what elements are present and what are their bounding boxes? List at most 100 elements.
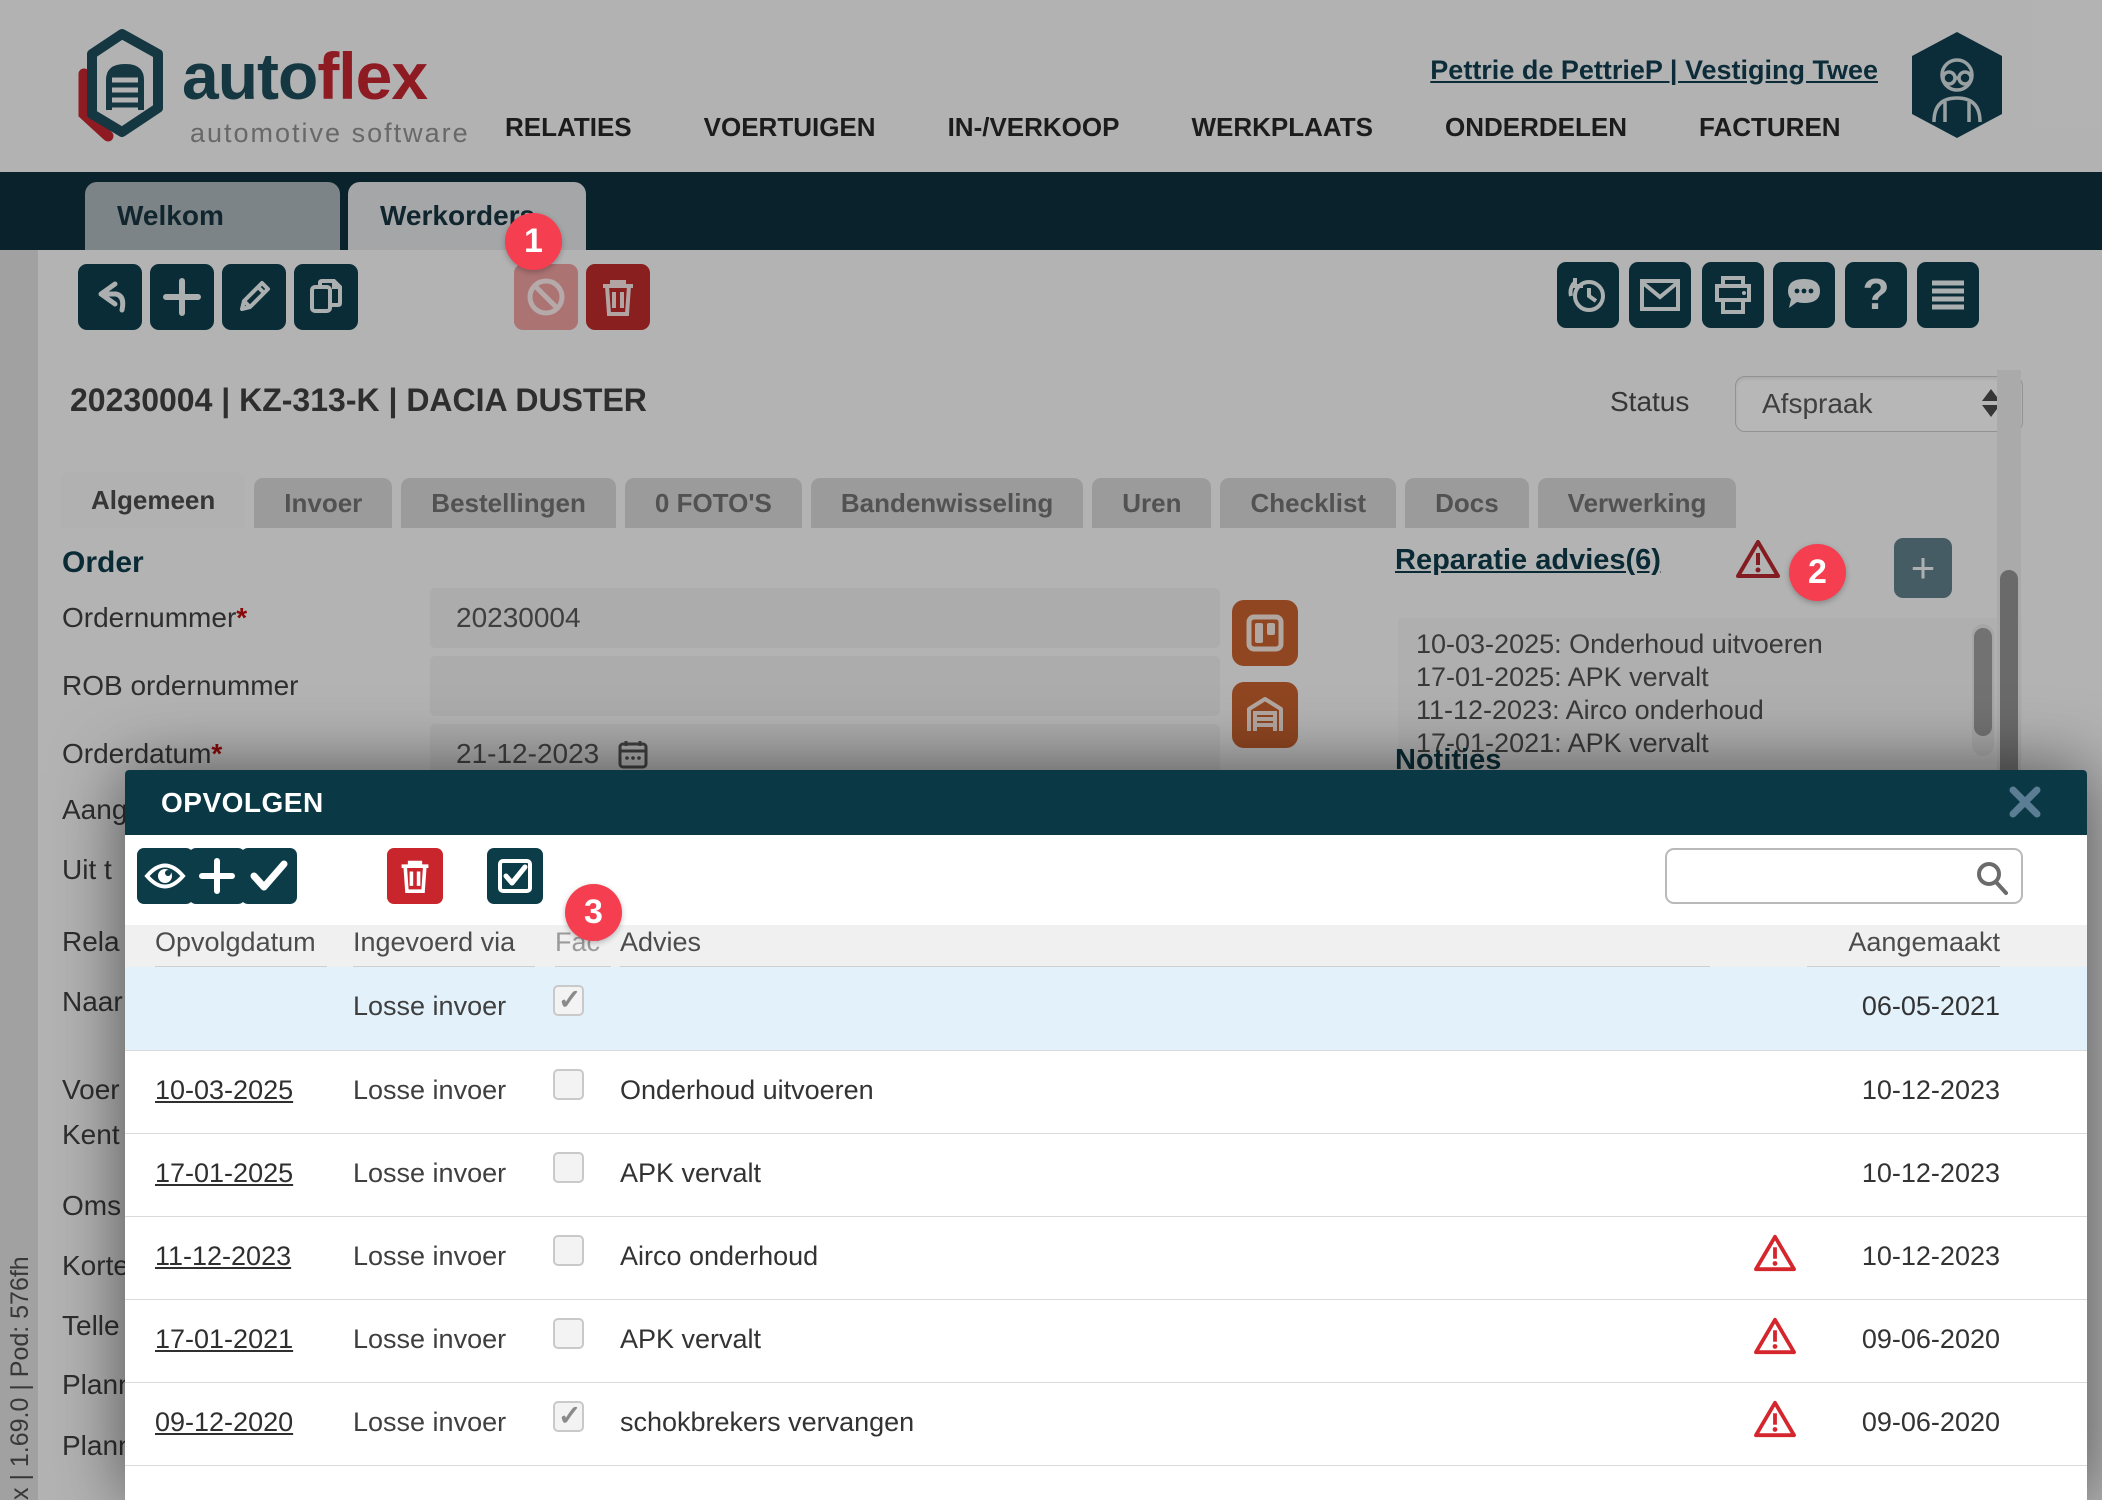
field-label-fragment: Uit t — [62, 854, 112, 885]
tab-welkom[interactable]: Welkom — [85, 182, 340, 250]
add-opvolging-button[interactable] — [189, 848, 245, 904]
status-select[interactable]: Afspraak — [1735, 376, 2023, 432]
top-header: autoflex automotive software RELATIES VO… — [0, 0, 2102, 172]
copy-button[interactable] — [294, 264, 358, 330]
calendar-icon[interactable] — [617, 738, 649, 770]
warning-triangle-icon — [1754, 1400, 1796, 1438]
subtab-checklist[interactable]: Checklist — [1220, 478, 1397, 528]
hamburger-icon — [1932, 280, 1964, 310]
table-row[interactable]: 17-01-2025 Losse invoer APK vervalt 10-1… — [125, 1133, 2087, 1216]
reparatie-advies-link[interactable]: Reparatie advies(6) — [1395, 544, 1661, 576]
table-row[interactable]: 11-12-2023 Losse invoer Airco onderhoud … — [125, 1216, 2087, 1299]
modal-header: OPVOLGEN — [125, 770, 2087, 835]
col-ingevoerd-via[interactable]: Ingevoerd via — [353, 927, 535, 968]
annotation-badge-2: 2 — [1789, 544, 1846, 601]
history-clock-icon — [1568, 278, 1605, 312]
plus-icon: + — [1910, 544, 1936, 591]
search-icon[interactable] — [1973, 859, 2011, 897]
add-button[interactable] — [150, 264, 214, 330]
board-icon — [1246, 614, 1284, 652]
nav-onderdelen[interactable]: ONDERDELEN — [1445, 112, 1628, 142]
chat-button[interactable] — [1773, 262, 1835, 328]
planboard-button[interactable] — [1232, 600, 1298, 666]
table-row[interactable]: 09-12-2020 Losse invoer schokbrekers ver… — [125, 1382, 2087, 1465]
logo-wordmark: autoflex — [182, 39, 428, 113]
fac-checkbox[interactable] — [553, 1318, 584, 1349]
subtab-algemeen[interactable]: Algemeen — [61, 472, 246, 528]
confirm-button[interactable] — [241, 848, 297, 904]
modal-close-icon[interactable] — [2007, 784, 2043, 820]
col-opvolgdatum[interactable]: Opvolgdatum — [155, 927, 327, 968]
field-label-fragment: Voer — [62, 1074, 120, 1105]
col-advies[interactable]: Advies — [620, 927, 1710, 968]
status-label: Status — [1610, 386, 1690, 417]
email-button[interactable] — [1629, 262, 1691, 328]
opvolgdatum-link[interactable]: 11-12-2023 — [155, 1241, 292, 1271]
copy-icon — [310, 279, 342, 313]
cancel-button[interactable] — [514, 264, 578, 330]
order-subtabs: Algemeen Invoer Bestellingen 0 FOTO'S Ba… — [61, 472, 1737, 528]
table-end-separator — [125, 1465, 2087, 1466]
subtab-invoer[interactable]: Invoer — [254, 478, 393, 528]
nav-voertuigen[interactable]: VOERTUIGEN — [703, 112, 876, 142]
print-button[interactable] — [1702, 262, 1764, 328]
user-avatar[interactable] — [1904, 30, 2010, 140]
back-button[interactable] — [78, 264, 142, 330]
add-advies-button[interactable]: + — [1894, 538, 1952, 598]
help-button[interactable]: ? — [1845, 262, 1907, 328]
table-row[interactable]: 17-01-2021 Losse invoer APK vervalt 09-0… — [125, 1299, 2087, 1382]
eye-icon — [144, 863, 186, 889]
delete-button[interactable] — [586, 264, 650, 330]
subtab-uren[interactable]: Uren — [1092, 478, 1212, 528]
menu-button[interactable] — [1917, 262, 1979, 328]
field-label-fragment: Oms — [62, 1190, 122, 1221]
history-button[interactable] — [1557, 262, 1619, 328]
window-tab-strip: Welkom Werkorders — [0, 172, 2102, 250]
advies-item[interactable]: 17-01-2025: APK vervalt — [1416, 662, 1709, 692]
select-all-button[interactable] — [487, 848, 543, 904]
fac-checkbox[interactable] — [553, 1069, 584, 1100]
ordernummer-input[interactable]: 20230004 — [430, 588, 1220, 648]
view-button[interactable] — [137, 848, 193, 904]
advies-scrollbar[interactable] — [1972, 624, 1994, 756]
opvolgdatum-link[interactable]: 09-12-2020 — [155, 1407, 294, 1437]
autoflex-logo[interactable]: autoflex automotive software — [70, 20, 470, 160]
subtab-verwerking[interactable]: Verwerking — [1537, 478, 1737, 528]
table-row[interactable]: Losse invoer 06-05-2021 — [125, 967, 2087, 1050]
user-vestiging-link[interactable]: Pettrie de PettrieP | Vestiging Twee — [1430, 55, 1878, 85]
subtab-docs[interactable]: Docs — [1405, 478, 1529, 528]
opvolgdatum-link[interactable]: 17-01-2025 — [155, 1158, 294, 1188]
fac-checkbox[interactable] — [553, 1152, 584, 1183]
col-aangemaakt[interactable]: Aangemaakt — [1807, 927, 2000, 968]
advies-item[interactable]: 17-01-2021: APK vervalt — [1416, 728, 1709, 758]
fac-checkbox[interactable] — [553, 1399, 584, 1432]
fac-checkbox[interactable] — [553, 983, 584, 1016]
advies-list[interactable]: 10-03-2025: Onderhoud uitvoeren 17-01-20… — [1398, 618, 2022, 764]
rob-ordernummer-input[interactable] — [430, 656, 1220, 716]
subtab-bandenwisseling[interactable]: Bandenwisseling — [810, 478, 1084, 528]
fac-checkbox[interactable] — [553, 1235, 584, 1266]
nav-facturen[interactable]: FACTUREN — [1699, 112, 1841, 142]
opvolgdatum-link[interactable]: 10-03-2025 — [155, 1075, 294, 1105]
advies-item[interactable]: 10-03-2025: Onderhoud uitvoeren — [1416, 629, 1823, 659]
advies-item[interactable]: 11-12-2023: Airco onderhoud — [1416, 695, 1764, 725]
select-arrows-icon — [1982, 389, 2000, 417]
field-label-fragment: Korte — [62, 1250, 129, 1281]
delete-opvolging-button[interactable] — [387, 848, 443, 904]
opvolgdatum-link[interactable]: 17-01-2021 — [155, 1324, 294, 1354]
table-row[interactable]: 10-03-2025 Losse invoer Onderhoud uitvoe… — [125, 1050, 2087, 1133]
orderdatum-label: Orderdatum* — [62, 738, 223, 769]
search-input[interactable] — [1679, 854, 1969, 898]
subtab-fotos[interactable]: 0 FOTO'S — [624, 478, 802, 528]
subtab-bestellingen[interactable]: Bestellingen — [401, 478, 616, 528]
trash-icon — [603, 280, 633, 316]
field-label-fragment: Kent — [62, 1119, 120, 1150]
nav-in-verkoop[interactable]: IN-/VERKOOP — [947, 112, 1120, 142]
question-mark-icon: ? — [1862, 270, 1890, 319]
garage-button[interactable] — [1232, 682, 1298, 748]
ordernummer-label: Ordernummer* — [62, 602, 248, 633]
warning-triangle-icon — [1754, 1317, 1796, 1355]
nav-relaties[interactable]: RELATIES — [505, 112, 632, 142]
edit-button[interactable] — [222, 264, 286, 330]
nav-werkplaats[interactable]: WERKPLAATS — [1191, 112, 1373, 142]
